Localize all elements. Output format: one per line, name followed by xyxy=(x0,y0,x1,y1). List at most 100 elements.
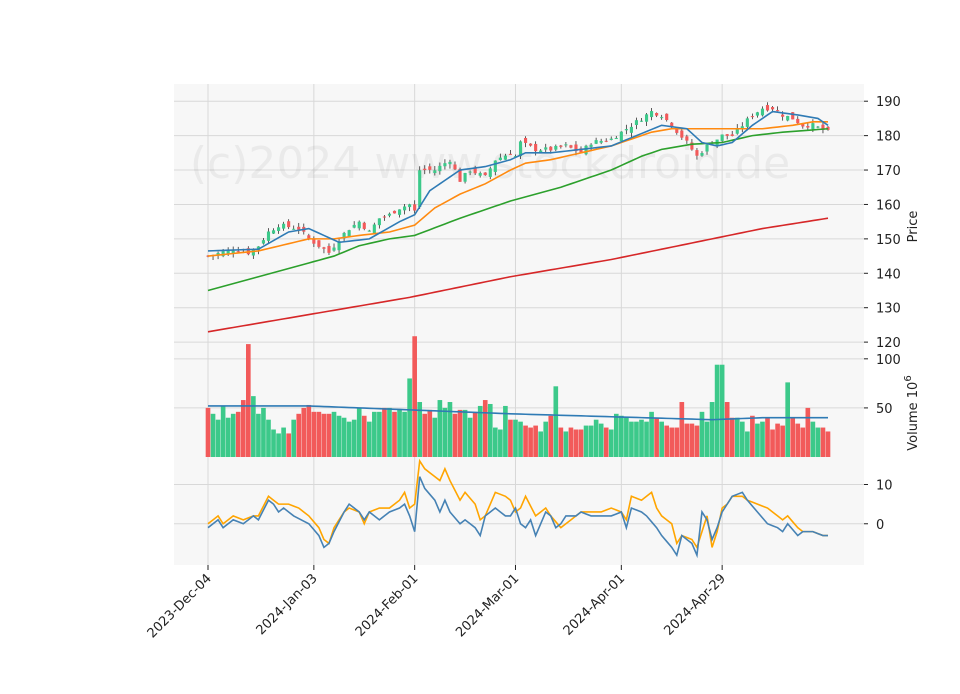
candle-body xyxy=(236,251,240,253)
candle xyxy=(624,124,628,135)
candle-body xyxy=(271,230,276,234)
candle xyxy=(554,144,558,152)
volume-bar xyxy=(432,417,438,457)
candle xyxy=(796,116,800,124)
candle xyxy=(574,141,578,156)
candle xyxy=(428,163,432,174)
candle xyxy=(644,113,649,126)
candle-body xyxy=(574,144,578,152)
candle xyxy=(680,128,684,140)
candle-body xyxy=(508,153,513,155)
oscillator-slow-line xyxy=(207,458,828,550)
volume-bar xyxy=(810,421,816,457)
volume-bar xyxy=(654,417,659,457)
volume-bar xyxy=(563,431,569,457)
volume-bar xyxy=(568,427,574,457)
volume-bar xyxy=(387,407,392,457)
candle-body xyxy=(337,241,341,251)
candle xyxy=(292,225,296,230)
candle-body xyxy=(584,145,588,155)
candle xyxy=(392,210,397,214)
candle-body xyxy=(776,110,780,112)
price-tick-label: 190 xyxy=(876,95,901,110)
volume-bar xyxy=(477,405,483,457)
candle xyxy=(337,237,341,254)
candle-body xyxy=(791,112,795,120)
volume-bar xyxy=(603,427,609,457)
candle-body xyxy=(468,171,472,173)
candle-body xyxy=(488,168,492,177)
candle-body xyxy=(483,172,487,176)
candle xyxy=(322,246,326,254)
ma-200-line xyxy=(207,217,829,333)
candle-body xyxy=(624,129,628,131)
candle xyxy=(231,246,235,258)
candle-body xyxy=(312,239,316,244)
volume-bar xyxy=(820,427,826,457)
candle-body xyxy=(408,204,412,208)
candle xyxy=(725,134,729,140)
price-tick-label: 140 xyxy=(876,267,901,282)
candle xyxy=(730,130,734,137)
candle xyxy=(382,215,386,221)
candle xyxy=(438,162,442,175)
candle xyxy=(277,224,281,234)
volume-bar xyxy=(608,429,614,457)
volume-bar xyxy=(729,417,735,457)
candle-body xyxy=(529,143,533,146)
volume-bar xyxy=(407,378,412,457)
candle xyxy=(639,117,644,122)
volume-bar xyxy=(760,421,765,457)
volume-bar xyxy=(246,344,251,457)
candle-body xyxy=(221,251,225,257)
candle-body xyxy=(352,224,356,228)
volume-bar xyxy=(392,411,397,457)
candle-body xyxy=(503,155,507,160)
candle xyxy=(599,138,603,145)
candle-body xyxy=(534,143,538,152)
volume-bar xyxy=(578,429,584,457)
candle-body xyxy=(549,146,553,151)
candle-body xyxy=(347,230,351,237)
volume-bar xyxy=(518,421,523,457)
volume-bar xyxy=(417,402,423,457)
candle-body xyxy=(690,142,694,150)
candle-body xyxy=(523,137,528,143)
candle-body xyxy=(589,144,593,147)
candle xyxy=(806,122,810,131)
volume-bar xyxy=(694,425,700,457)
candle xyxy=(826,125,830,131)
candle-body xyxy=(448,161,452,165)
x-tick-label: 2024-Mar-01 xyxy=(453,571,522,640)
candle-body xyxy=(745,118,749,127)
candle-body xyxy=(705,144,709,152)
candle-body xyxy=(826,126,830,130)
candle xyxy=(614,135,618,140)
volume-bar xyxy=(205,407,211,457)
volume-bar xyxy=(220,405,226,457)
volume-bar xyxy=(296,413,302,457)
ma-short-line xyxy=(207,110,829,252)
volume-bar xyxy=(225,417,231,457)
candle xyxy=(261,238,266,245)
volume-bar xyxy=(734,417,740,457)
candle-body xyxy=(801,123,805,127)
volume-bar xyxy=(805,407,811,457)
candle-body xyxy=(816,126,820,128)
price-tick-label: 150 xyxy=(876,233,901,248)
volume-bar xyxy=(382,407,387,457)
volume-bar xyxy=(624,417,629,457)
volume-bar xyxy=(659,421,664,457)
volume-bar xyxy=(523,425,528,457)
candle-body xyxy=(579,148,583,154)
candle xyxy=(327,243,331,255)
volume-bar xyxy=(442,407,448,457)
candle xyxy=(433,165,437,176)
candle xyxy=(503,153,507,160)
candle xyxy=(584,144,588,156)
candle xyxy=(377,218,381,229)
volume-bar xyxy=(452,413,458,457)
candle xyxy=(786,115,790,122)
candle xyxy=(493,160,497,176)
